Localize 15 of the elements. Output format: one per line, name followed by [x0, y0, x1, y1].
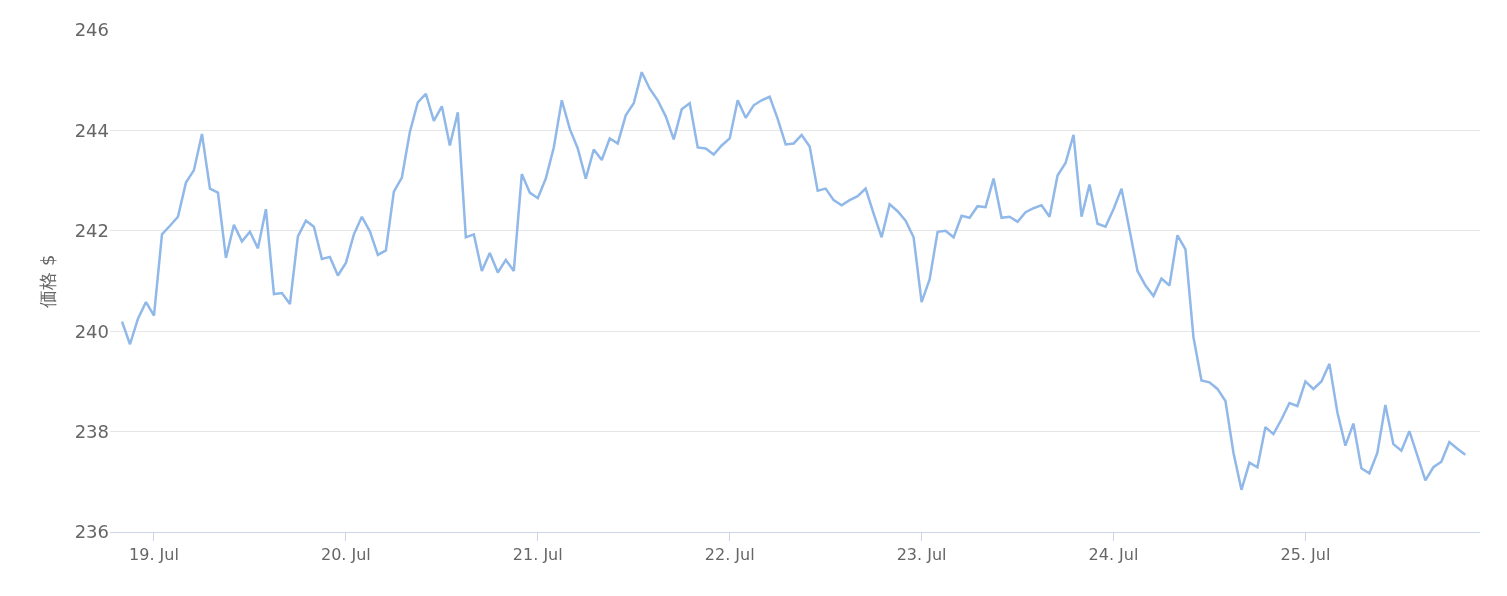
y-tick-label: 246 [74, 19, 109, 41]
x-tick-label: 25. Jul [1280, 545, 1331, 565]
y-tick-label: 238 [74, 420, 109, 442]
y-axis-title: 価格 $ [36, 254, 58, 308]
x-tick-label: 21. Jul [512, 545, 563, 565]
x-tick-label: 23. Jul [896, 545, 947, 565]
y-tick-label: 240 [74, 320, 109, 342]
y-tick-label: 242 [74, 220, 109, 242]
y-tick-label: 236 [74, 521, 109, 543]
x-tick-label: 24. Jul [1088, 545, 1139, 565]
y-tick-label: 244 [74, 119, 109, 141]
x-tick-label: 22. Jul [704, 545, 755, 565]
x-tick-label: 20. Jul [320, 545, 371, 565]
line-series [120, 70, 1467, 492]
x-tick-label: 19. Jul [129, 545, 179, 565]
